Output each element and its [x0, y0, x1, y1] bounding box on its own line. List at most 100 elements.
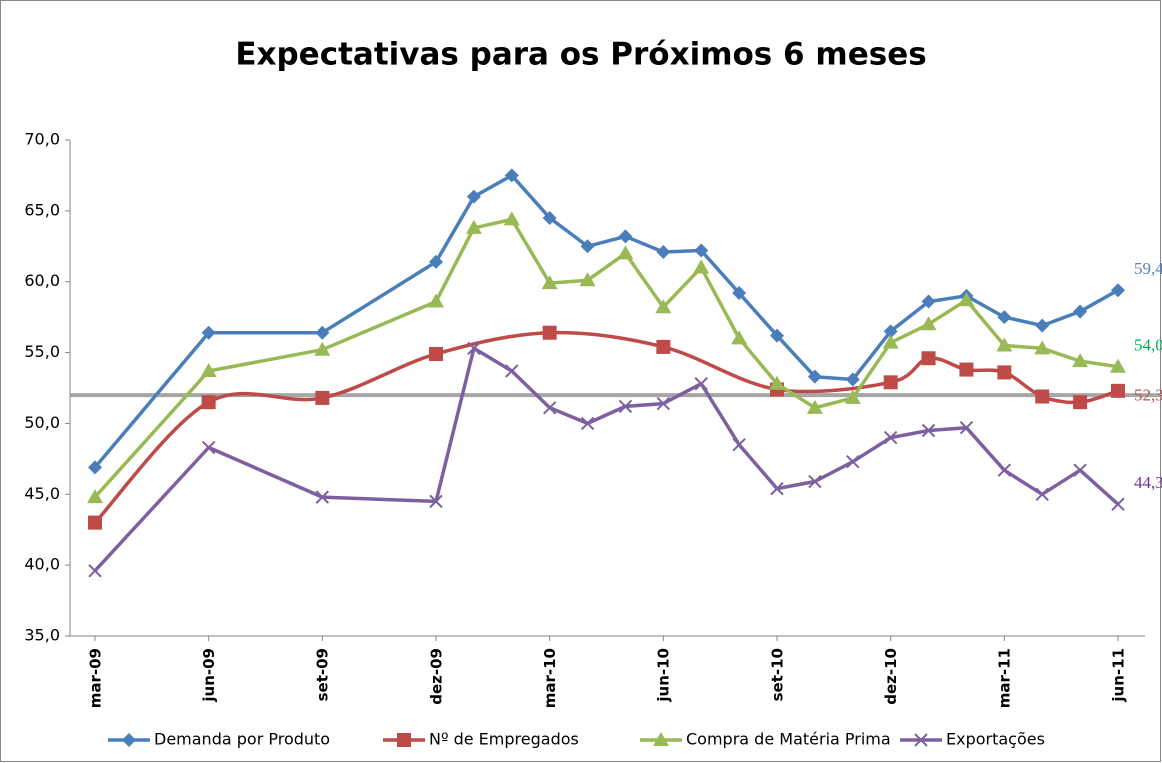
marker	[882, 334, 899, 349]
marker	[693, 259, 710, 274]
y-tick-label: 65,0	[24, 200, 60, 219]
marker	[87, 489, 103, 504]
marker	[200, 362, 217, 377]
value-label: 59,4	[1134, 259, 1162, 278]
marker	[315, 325, 330, 340]
marker	[122, 733, 136, 747]
marker	[883, 375, 898, 390]
marker	[958, 292, 975, 307]
marker	[921, 423, 936, 438]
x-tick-label: jun-10	[655, 648, 673, 703]
marker	[542, 325, 557, 340]
marker	[618, 229, 633, 244]
marker	[618, 399, 633, 414]
marker	[541, 275, 558, 290]
marker	[770, 328, 784, 343]
marker	[807, 369, 822, 384]
x-tick-label: set-09	[314, 648, 332, 701]
legend-item: Exportações	[900, 730, 1045, 749]
marker	[201, 440, 216, 455]
legend-label: Compra de Matéria Prima	[686, 730, 891, 749]
y-tick-label: 40,0	[24, 555, 60, 574]
marker	[997, 365, 1012, 380]
marker	[883, 324, 898, 339]
legend-label: Exportações	[946, 730, 1045, 749]
x-tick-label: dez-09	[427, 648, 445, 705]
marker	[1073, 395, 1088, 410]
y-tick-label: 70,0	[24, 130, 60, 149]
y-tick-label: 50,0	[24, 413, 60, 432]
x-tick-label: mar-10	[541, 648, 559, 708]
marker	[959, 420, 974, 435]
marker	[1073, 304, 1088, 319]
value-label: 52,3	[1134, 386, 1162, 405]
x-tick-label: dez-10	[882, 648, 900, 705]
marker	[504, 168, 519, 183]
marker	[201, 395, 216, 410]
y-tick-label: 35,0	[24, 626, 60, 645]
marker	[465, 219, 482, 234]
legend-label: Nº de Empregados	[429, 730, 579, 749]
marker	[997, 310, 1012, 325]
marker	[656, 244, 671, 259]
marker	[921, 351, 936, 366]
series-line	[93, 173, 1119, 469]
marker	[617, 245, 634, 260]
chart-title: Expectativas para os Próximos 6 meses	[235, 37, 926, 73]
marker	[429, 346, 443, 361]
marker	[655, 299, 672, 314]
marker	[694, 377, 708, 391]
y-tick-label: 60,0	[24, 271, 60, 290]
marker	[466, 189, 481, 204]
marker	[844, 389, 861, 404]
marker	[914, 733, 928, 747]
marker	[88, 564, 102, 578]
marker	[542, 210, 557, 225]
marker	[314, 341, 331, 356]
series-line	[93, 217, 1119, 499]
series-line	[93, 346, 1120, 572]
marker	[656, 396, 671, 411]
marker	[996, 337, 1013, 352]
marker	[883, 430, 898, 445]
marker	[808, 474, 822, 489]
marker	[315, 490, 330, 504]
marker	[201, 325, 216, 340]
marker	[731, 330, 748, 345]
marker	[429, 494, 443, 509]
marker	[580, 239, 595, 254]
marker	[503, 211, 520, 226]
marker	[1073, 463, 1087, 477]
marker	[1034, 340, 1051, 355]
marker	[653, 732, 669, 746]
marker	[1110, 358, 1126, 373]
marker	[88, 515, 102, 530]
y-tick-label: 45,0	[24, 484, 60, 503]
x-tick-label: jun-11	[1109, 648, 1127, 703]
marker	[467, 341, 481, 356]
marker	[429, 254, 443, 269]
marker	[579, 272, 596, 287]
marker	[315, 390, 330, 405]
x-tick-label: mar-11	[996, 648, 1014, 708]
value-label: 54,0	[1134, 336, 1162, 355]
marker	[580, 416, 595, 431]
marker	[732, 437, 746, 452]
marker	[846, 454, 860, 469]
marker	[1035, 487, 1049, 501]
marker	[769, 375, 785, 390]
value-label: 44,3	[1134, 473, 1162, 492]
marker	[732, 286, 747, 301]
marker	[542, 401, 557, 415]
x-tick-label: set-10	[768, 648, 786, 701]
marker	[694, 243, 709, 258]
series-line	[93, 330, 1119, 524]
marker	[806, 399, 823, 414]
marker	[770, 481, 784, 496]
marker	[397, 733, 411, 747]
marker	[959, 362, 974, 377]
legend-item: Nº de Empregados	[383, 730, 579, 749]
marker	[997, 463, 1012, 477]
